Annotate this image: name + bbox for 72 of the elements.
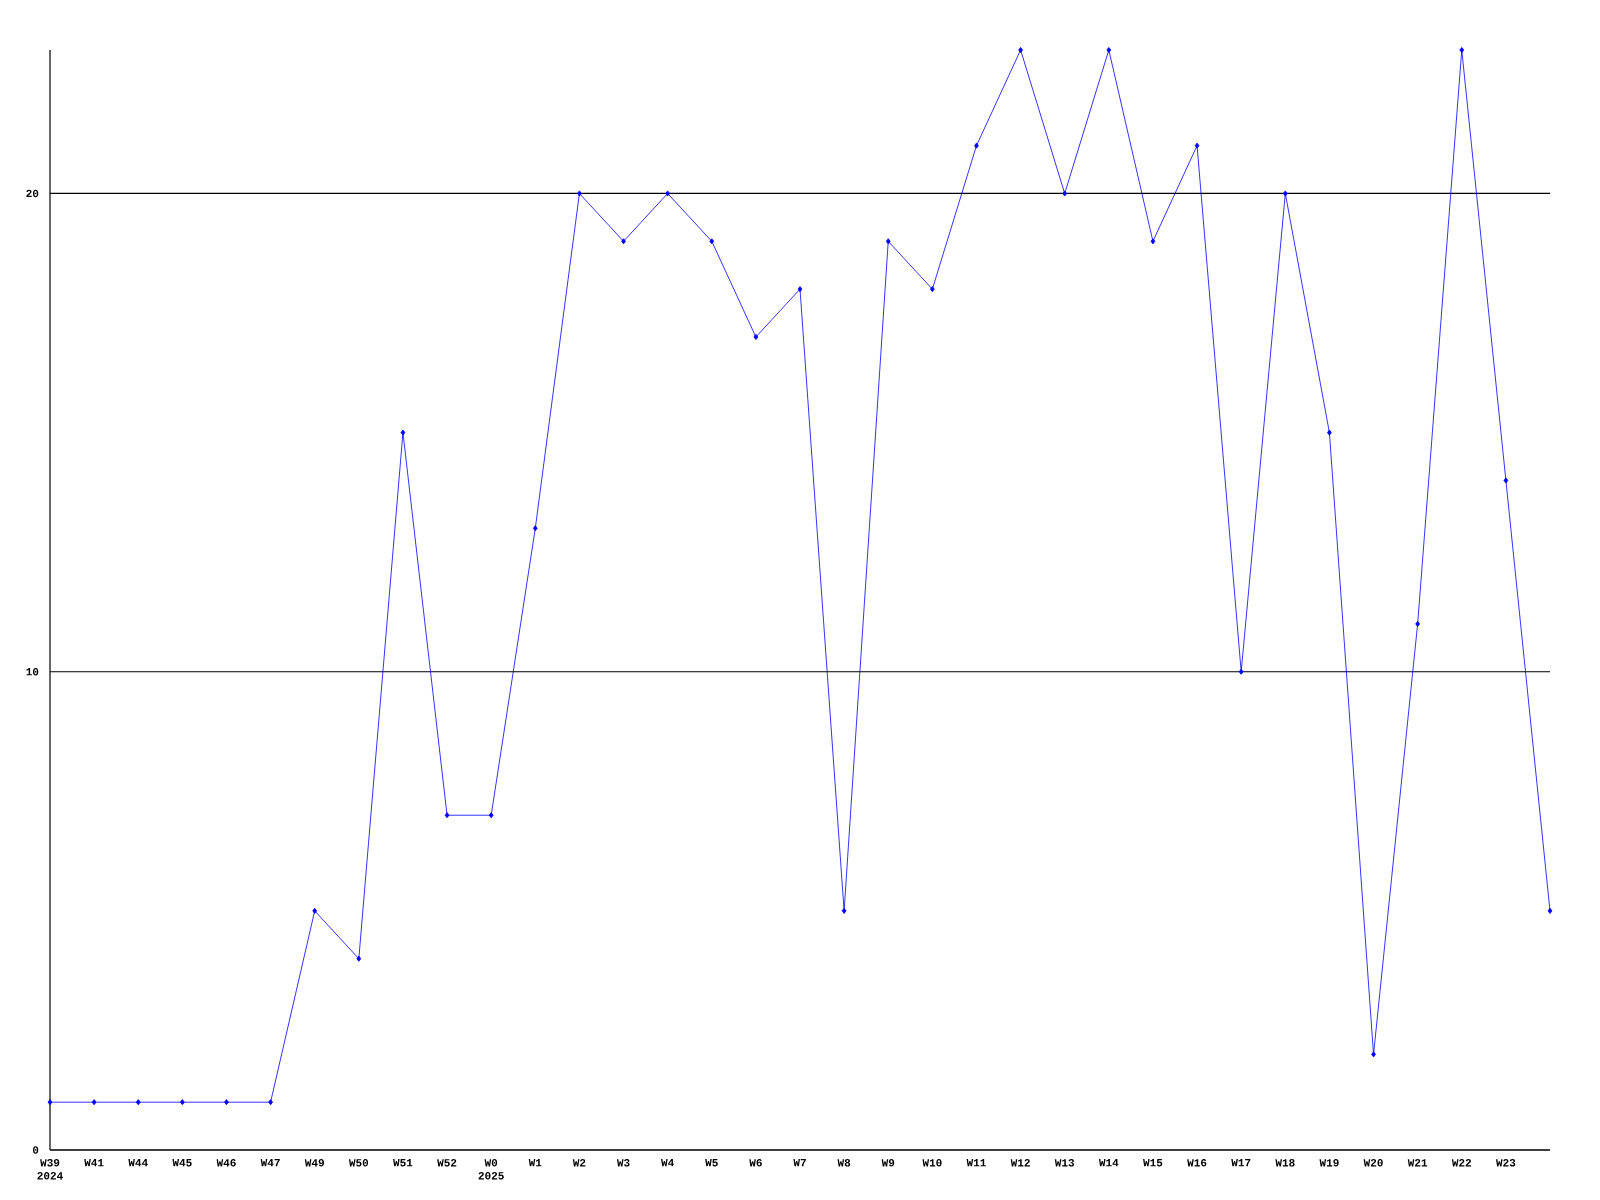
point (1547, 907, 1553, 914)
x-tick-label: W19 (1319, 1159, 1339, 1167)
y-tick-label: 20 (26, 189, 39, 198)
x-tick-label: W18 (1275, 1159, 1295, 1167)
x-tick-label: W7 (793, 1159, 806, 1167)
point (885, 238, 891, 245)
point (1018, 47, 1023, 53)
x-tick-label: W23 (1495, 1159, 1516, 1167)
x-tick-label: W52 (437, 1159, 457, 1167)
point (930, 286, 935, 293)
point (1106, 47, 1112, 53)
point (47, 1099, 53, 1106)
point (91, 1099, 97, 1106)
point (1327, 429, 1332, 436)
x-tick-label: W8 (837, 1159, 851, 1167)
x-tick-label: W21 (1407, 1159, 1428, 1167)
point (841, 907, 847, 914)
point (974, 142, 979, 149)
point (1150, 238, 1156, 245)
point (488, 812, 494, 819)
point (753, 333, 759, 340)
point (135, 1099, 141, 1106)
x-tick-label: W12 (1010, 1159, 1030, 1167)
x-tick-label: W5 (705, 1159, 718, 1167)
point (621, 238, 626, 245)
point (532, 525, 538, 532)
point (1062, 190, 1068, 197)
point (577, 190, 582, 197)
x-tick-label: W0 2025 (478, 1159, 504, 1180)
point (1371, 1051, 1376, 1058)
x-tick-label: W10 (922, 1159, 942, 1167)
point (444, 812, 450, 819)
y-tick-label: 10 (26, 667, 39, 676)
x-tick-label: W45 (172, 1159, 192, 1167)
point (1503, 477, 1509, 484)
point (356, 955, 362, 962)
x-tick-label: W50 (348, 1159, 369, 1167)
point (400, 429, 406, 436)
x-tick-label: W1 (528, 1159, 542, 1167)
x-tick-label: W4 (661, 1159, 674, 1167)
point (1282, 190, 1288, 197)
point (1459, 47, 1465, 53)
x-tick-label: W41 (84, 1159, 104, 1167)
point (1238, 668, 1244, 675)
point (180, 1099, 185, 1106)
x-tick-label: W47 (260, 1159, 280, 1167)
x-tick-label: W22 (1451, 1159, 1472, 1167)
point (312, 907, 318, 914)
x-tick-label: W49 (304, 1159, 324, 1167)
x-tick-label: W3 (616, 1159, 630, 1167)
x-tick-label: W2 (572, 1159, 586, 1167)
x-tick-label: W9 (881, 1159, 895, 1167)
x-tick-label: W39 2024 (37, 1159, 63, 1180)
x-tick-label: W15 (1143, 1159, 1163, 1167)
point (224, 1099, 229, 1106)
point (268, 1099, 273, 1106)
x-tick-label: W44 (128, 1159, 148, 1167)
x-tick-label: W13 (1054, 1159, 1075, 1167)
y-tick-label: 0 (32, 1146, 39, 1154)
point (709, 238, 715, 245)
x-tick-label: W46 (216, 1159, 236, 1167)
x-tick-label: W14 (1098, 1159, 1119, 1167)
point (665, 190, 670, 197)
point (1415, 620, 1421, 627)
x-tick-label: W11 (966, 1159, 986, 1167)
point (1194, 142, 1200, 149)
x-tick-label: W6 (749, 1159, 762, 1167)
point (797, 286, 803, 293)
x-tick-label: W20 (1363, 1159, 1383, 1167)
x-tick-label: W16 (1187, 1159, 1207, 1167)
x-tick-label: W51 (393, 1159, 413, 1167)
x-tick-label: W17 (1231, 1159, 1251, 1167)
